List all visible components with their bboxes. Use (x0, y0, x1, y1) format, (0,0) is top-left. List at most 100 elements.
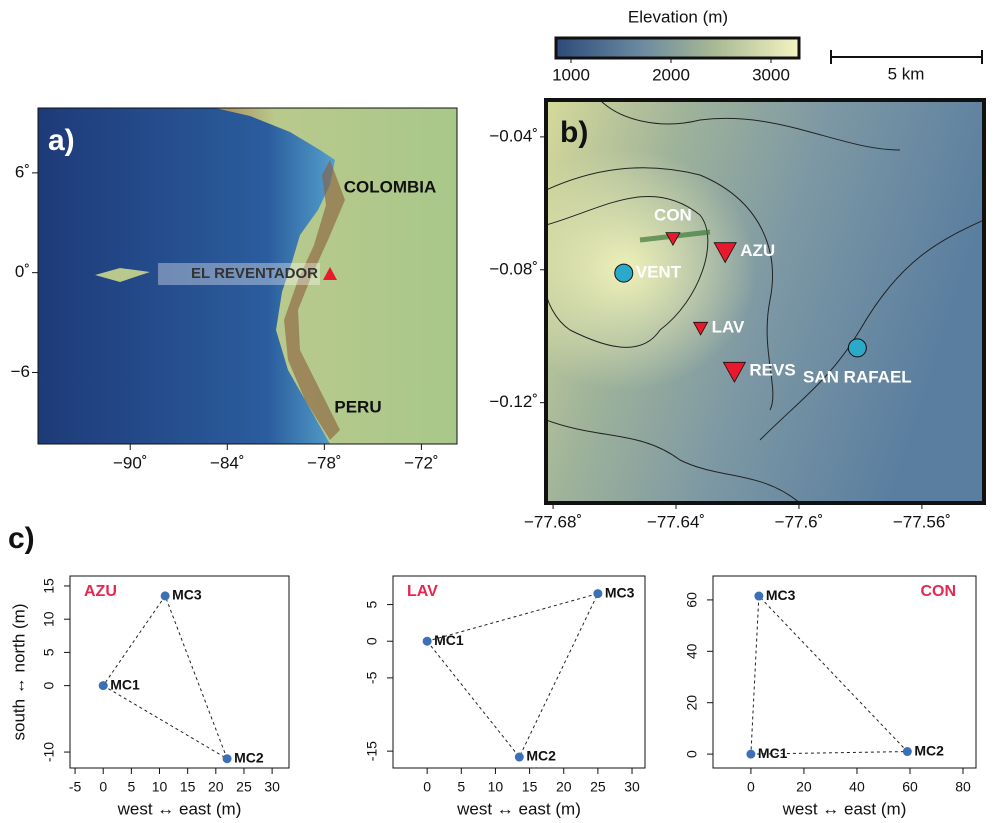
y-tick-label: −0.12˚ (489, 392, 538, 411)
colorbar-tick-label: 2000 (652, 65, 690, 84)
x-tick-label: 5 (127, 779, 135, 795)
y-tick-label: 10 (41, 611, 57, 627)
station-label: CON (654, 206, 692, 225)
point-label: MC3 (766, 587, 796, 603)
station-label: LAV (712, 317, 745, 336)
station-marker (722, 361, 747, 383)
x-axis-label: west ↔ east (m) (117, 799, 242, 818)
panel-label: c) (8, 522, 35, 555)
point-label: MC1 (110, 676, 140, 692)
y-tick-label: 5 (41, 648, 57, 656)
y-tick-label: −6 (11, 362, 30, 381)
x-tick-label: 15 (522, 779, 538, 795)
x-tick-label: 0 (747, 779, 755, 795)
plot-frame (712, 575, 977, 769)
point-label: MC2 (914, 742, 944, 758)
colorbar-tick-label: 3000 (752, 65, 790, 84)
plot-frame (392, 575, 646, 769)
volcano-marker (323, 267, 338, 281)
x-tick-label: 80 (955, 779, 971, 795)
scale-bar-label: 5 km (888, 64, 925, 83)
station-marker (847, 338, 867, 358)
y-tick-label: 0˚ (15, 262, 30, 281)
x-tick-label: 10 (152, 779, 168, 795)
x-tick-label: 5 (457, 779, 465, 795)
station-label: SAN RAFAEL (803, 367, 912, 386)
panel-title: LAV (407, 583, 438, 600)
y-tick-label: 5 (364, 600, 380, 608)
connector (426, 592, 599, 758)
x-tick-label: −77.6˚ (775, 512, 824, 531)
colorbar-label: Elevation (m) (628, 7, 728, 26)
station-label: AZU (740, 241, 775, 260)
y-tick-label: 40 (684, 643, 700, 659)
x-tick-label: −84˚ (210, 453, 245, 472)
connector (750, 594, 909, 755)
y-tick-label: 20 (684, 695, 700, 711)
map-a-relief (38, 108, 457, 444)
x-tick-label: -5 (69, 779, 82, 795)
point (902, 747, 912, 757)
point-label: MC2 (234, 749, 264, 765)
colorbar (554, 36, 801, 60)
panel-label: b) (560, 116, 588, 149)
plot-frame (69, 575, 290, 769)
connector (102, 594, 229, 760)
y-tick-label: 60 (684, 592, 700, 608)
x-tick-label: 20 (556, 779, 572, 795)
point (98, 681, 108, 691)
panel-title: CON (920, 583, 956, 600)
station-label: REVS (749, 361, 795, 380)
y-tick-label: −0.04˚ (489, 126, 538, 145)
y-tick-label: 15 (41, 578, 57, 594)
x-tick-label: −77.56˚ (893, 512, 951, 531)
station-marker (692, 321, 709, 336)
point (593, 589, 603, 599)
x-axis-label: west ↔ east (m) (782, 799, 907, 818)
y-axis-label: south ↔ north (m) (9, 604, 28, 741)
point (514, 752, 524, 762)
map-b-frame (544, 98, 986, 505)
x-axis-label: west ↔ east (m) (456, 799, 581, 818)
x-tick-label: 30 (264, 779, 280, 795)
point-label: MC3 (172, 587, 202, 603)
x-tick-label: −72˚ (404, 453, 439, 472)
y-tick-label: -10 (41, 742, 57, 762)
x-tick-label: 60 (902, 779, 918, 795)
station-label: VENT (636, 263, 682, 282)
station-marker (665, 232, 681, 247)
x-tick-label: −77.64˚ (647, 512, 705, 531)
x-tick-label: 15 (180, 779, 196, 795)
point (422, 636, 432, 646)
x-tick-label: −77.68˚ (524, 512, 582, 531)
station-marker (614, 263, 634, 283)
point (160, 591, 170, 601)
x-tick-label: 20 (208, 779, 224, 795)
x-tick-label: 25 (236, 779, 252, 795)
y-tick-label: 0 (41, 682, 57, 690)
x-tick-label: −78˚ (307, 453, 342, 472)
y-tick-label: −0.08˚ (489, 259, 538, 278)
x-tick-label: 25 (590, 779, 606, 795)
point (222, 754, 232, 764)
y-tick-label: 6˚ (15, 162, 30, 181)
x-tick-label: 40 (849, 779, 865, 795)
x-tick-label: 30 (624, 779, 640, 795)
y-tick-label: -5 (364, 671, 380, 684)
volcano-label: EL REVENTADOR (191, 265, 318, 282)
x-tick-label: 20 (796, 779, 812, 795)
point-label: MC3 (605, 584, 635, 600)
map-a-frame (37, 107, 458, 445)
panel-label: a) (48, 124, 75, 157)
point (754, 591, 764, 601)
point (746, 749, 756, 759)
station-marker (713, 242, 737, 264)
map-b-relief (546, 100, 984, 503)
y-tick-label: 0 (364, 637, 380, 645)
x-tick-label: 10 (488, 779, 504, 795)
y-tick-label: -15 (364, 741, 380, 761)
colorbar-tick-label: 1000 (552, 65, 590, 84)
scale-bar (830, 50, 983, 64)
x-tick-label: 0 (99, 779, 107, 795)
